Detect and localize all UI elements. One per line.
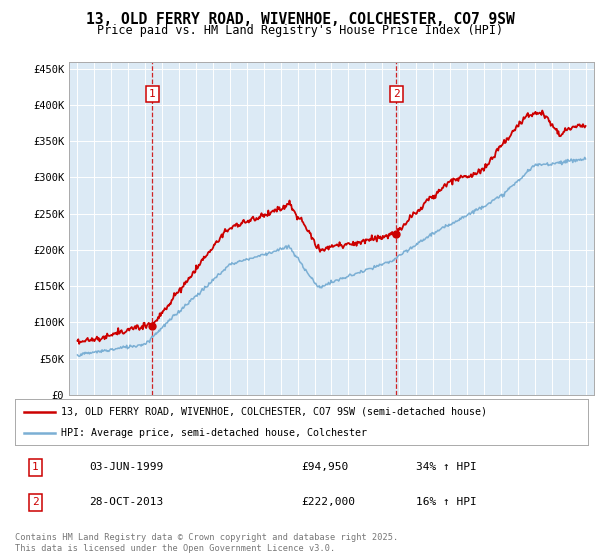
Text: 13, OLD FERRY ROAD, WIVENHOE, COLCHESTER, CO7 9SW (semi-detached house): 13, OLD FERRY ROAD, WIVENHOE, COLCHESTER… — [61, 407, 487, 417]
Text: 16% ↑ HPI: 16% ↑ HPI — [416, 497, 477, 507]
Text: £222,000: £222,000 — [302, 497, 355, 507]
Text: 03-JUN-1999: 03-JUN-1999 — [89, 463, 164, 473]
Text: 1: 1 — [149, 89, 155, 99]
Text: HPI: Average price, semi-detached house, Colchester: HPI: Average price, semi-detached house,… — [61, 428, 367, 438]
Text: Price paid vs. HM Land Registry's House Price Index (HPI): Price paid vs. HM Land Registry's House … — [97, 24, 503, 36]
Text: 13, OLD FERRY ROAD, WIVENHOE, COLCHESTER, CO7 9SW: 13, OLD FERRY ROAD, WIVENHOE, COLCHESTER… — [86, 12, 514, 27]
Text: £94,950: £94,950 — [302, 463, 349, 473]
Text: 1: 1 — [32, 463, 38, 473]
Text: 34% ↑ HPI: 34% ↑ HPI — [416, 463, 477, 473]
Text: 2: 2 — [32, 497, 38, 507]
Text: Contains HM Land Registry data © Crown copyright and database right 2025.
This d: Contains HM Land Registry data © Crown c… — [15, 533, 398, 553]
Text: 28-OCT-2013: 28-OCT-2013 — [89, 497, 164, 507]
Text: 2: 2 — [393, 89, 400, 99]
